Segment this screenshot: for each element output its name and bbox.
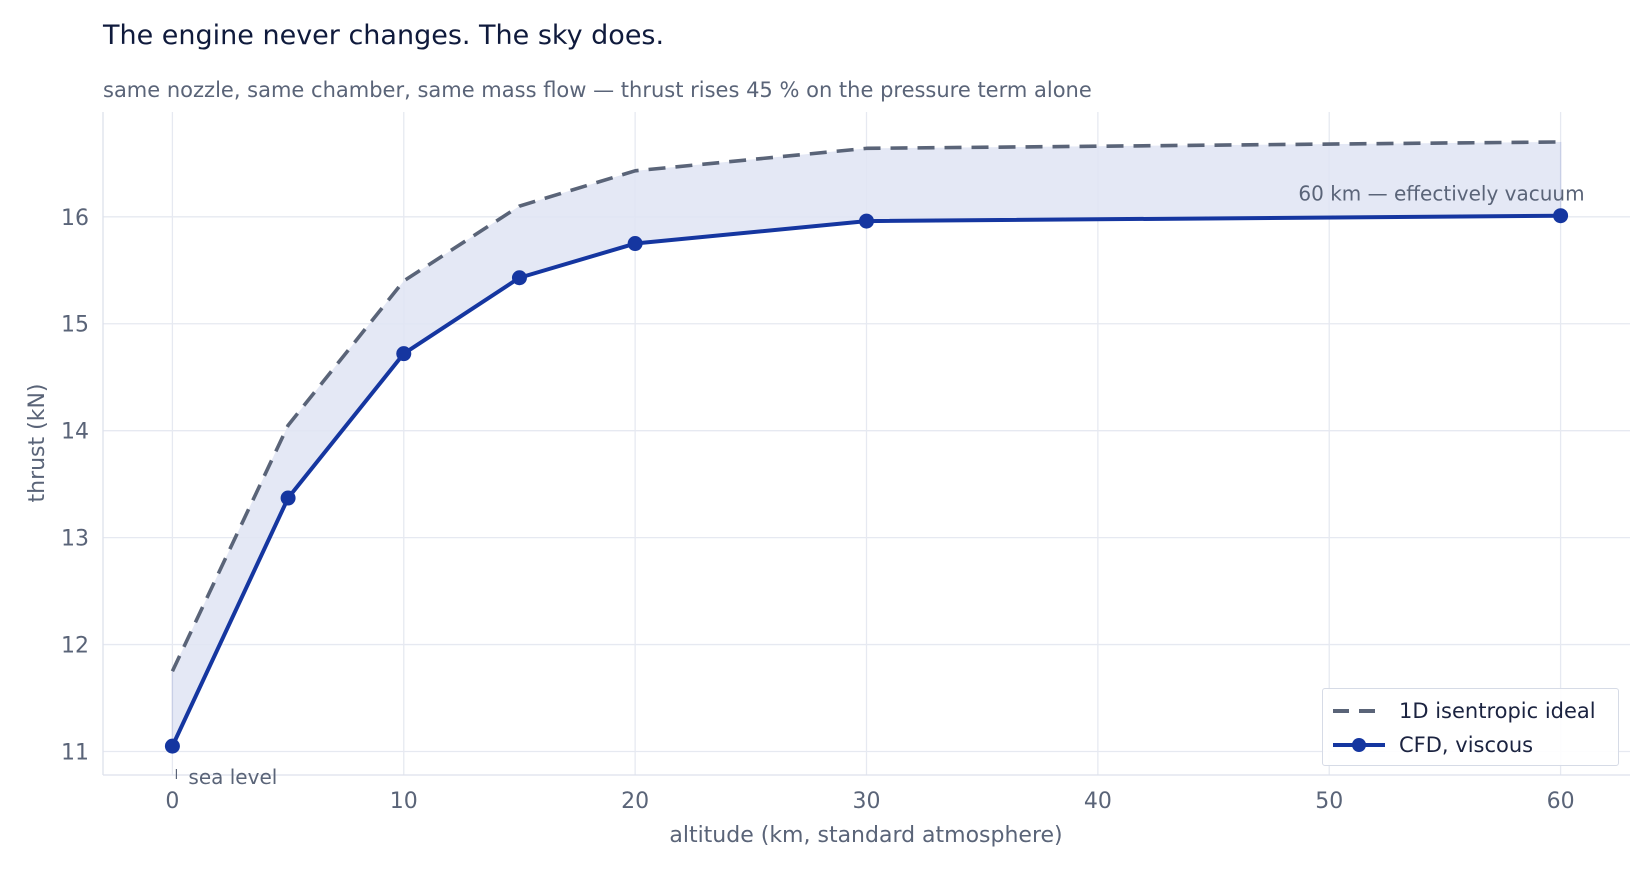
series-line-ideal xyxy=(170,140,1561,673)
y-tick-label: 15 xyxy=(61,313,89,338)
legend-item-ideal: 1D isentropic ideal xyxy=(1331,696,1596,726)
legend-swatch-dashed xyxy=(1333,709,1385,713)
x-tick-label: 50 xyxy=(1315,789,1343,814)
legend: 1D isentropic ideal CFD, viscous xyxy=(1322,688,1619,766)
cfd-point xyxy=(859,213,874,229)
x-tick-label: 10 xyxy=(390,789,418,814)
x-axis-label: altitude (km, standard atmosphere) xyxy=(669,823,1062,848)
gap-band-area xyxy=(172,141,1561,747)
y-tick-label: 13 xyxy=(61,527,89,552)
chart-subtitle: same nozzle, same chamber, same mass flo… xyxy=(103,78,1092,102)
legend-label: 1D isentropic ideal xyxy=(1399,699,1596,723)
y-tick-label: 11 xyxy=(61,740,89,765)
legend-label: CFD, viscous xyxy=(1399,733,1534,757)
cfd-point xyxy=(396,346,412,362)
x-tick-label: 0 xyxy=(165,789,179,814)
y-tick-label: 14 xyxy=(61,420,89,445)
cfd-point xyxy=(1553,208,1569,224)
legend-swatch-solid xyxy=(1333,738,1385,752)
x-tick-label: 40 xyxy=(1084,789,1112,814)
cfd-point xyxy=(164,738,180,754)
annotation-sea-level: sea level xyxy=(188,765,277,789)
y-axis-label: thrust (kN) xyxy=(25,383,50,502)
cfd-point xyxy=(511,270,527,286)
annotations: sea level 60 km — effectively vacuum xyxy=(175,181,1585,789)
cfd-point xyxy=(627,236,643,252)
chart-title: The engine never changes. The sky does. xyxy=(103,20,665,51)
x-tick-label: 30 xyxy=(853,789,881,814)
x-tick-label: 60 xyxy=(1547,789,1575,814)
legend-item-cfd: CFD, viscous xyxy=(1331,730,1533,760)
axes: 0 10 20 30 40 50 60 11 12 13 14 15 16 xyxy=(61,112,1630,814)
gap-band xyxy=(171,141,1562,747)
y-tick-label: 12 xyxy=(61,634,89,659)
annotation-vacuum: 60 km — effectively vacuum xyxy=(1298,181,1584,205)
x-tick-label: 20 xyxy=(621,789,649,814)
cfd-point xyxy=(280,490,296,506)
series xyxy=(164,140,1569,754)
y-tick-label: 16 xyxy=(61,206,89,231)
